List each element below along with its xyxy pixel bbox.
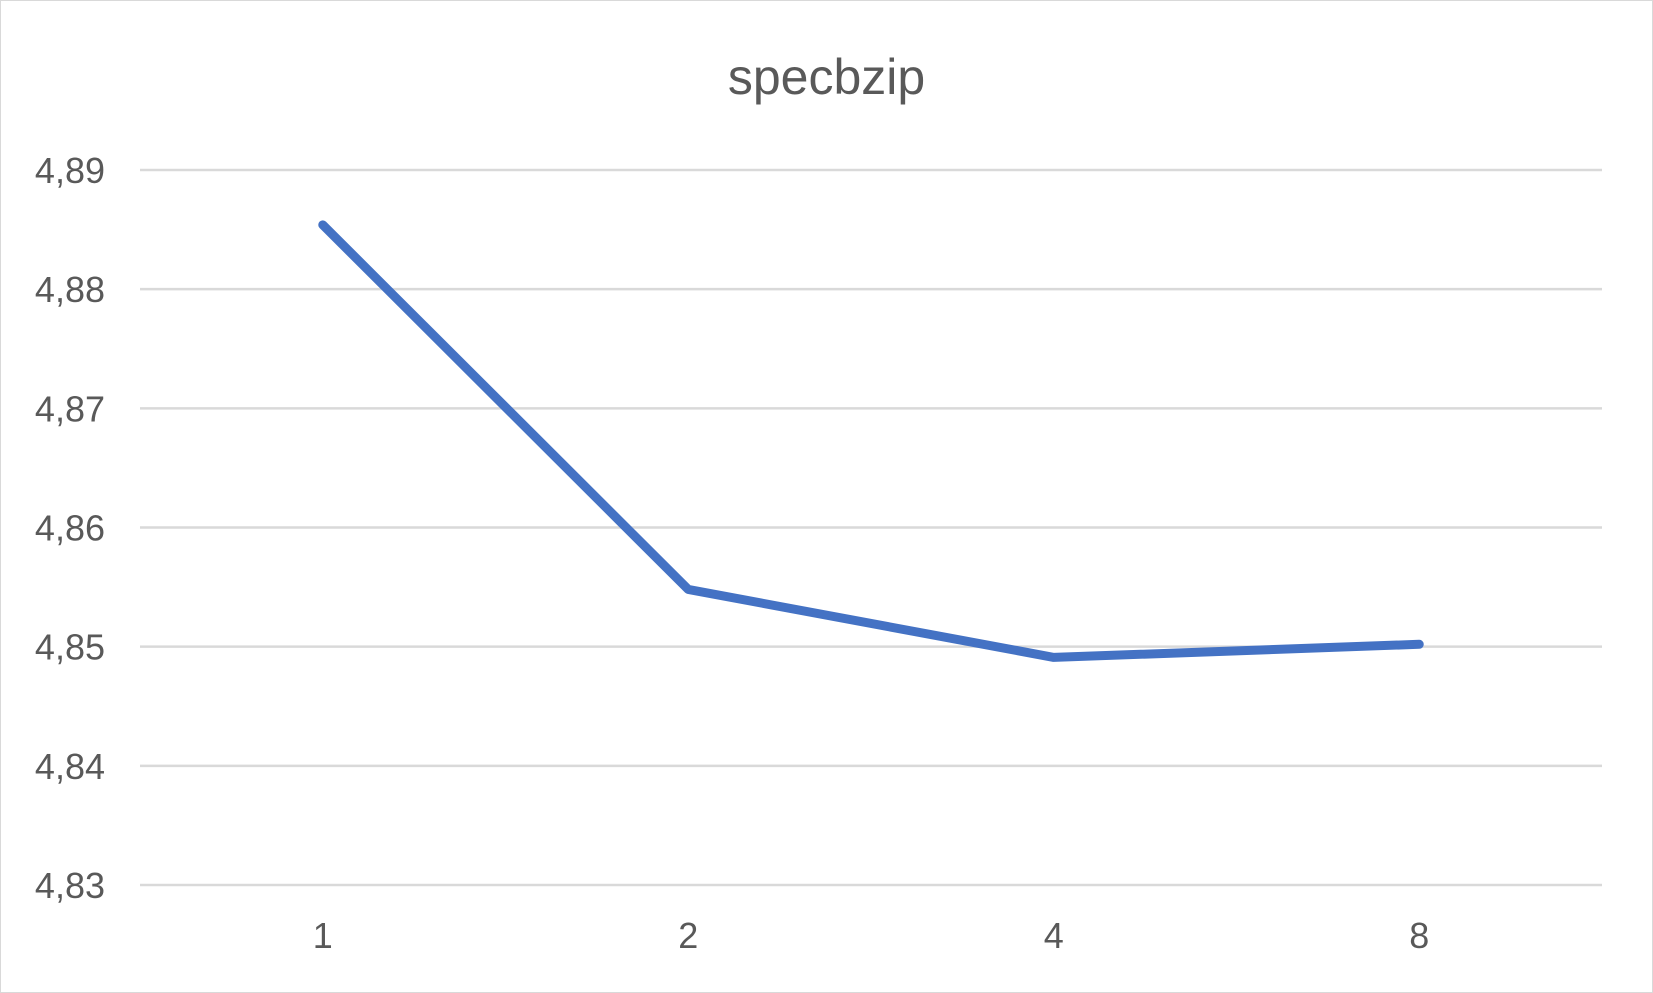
- chart-title: specbzip: [727, 49, 926, 105]
- gridlines: [140, 168, 1602, 887]
- y-tick-label: 4,85: [35, 627, 105, 668]
- y-tick-label: 4,86: [35, 508, 105, 549]
- x-tick-label: 4: [1044, 915, 1064, 956]
- series-layer: [318, 220, 1424, 662]
- y-tick-label: 4,87: [35, 388, 105, 429]
- x-axis-tick-labels: 1 2 4 8: [313, 915, 1430, 956]
- series-line: [318, 220, 1424, 662]
- x-tick-label: 1: [313, 915, 333, 956]
- y-tick-label: 4,84: [35, 746, 105, 787]
- x-tick-label: 8: [1409, 915, 1429, 956]
- y-axis-tick-labels: 4,83 4,84 4,85 4,86 4,87 4,88 4,89: [35, 150, 105, 906]
- y-tick-label: 4,89: [35, 150, 105, 191]
- y-tick-label: 4,88: [35, 269, 105, 310]
- x-tick-label: 2: [678, 915, 698, 956]
- y-tick-label: 4,83: [35, 865, 105, 906]
